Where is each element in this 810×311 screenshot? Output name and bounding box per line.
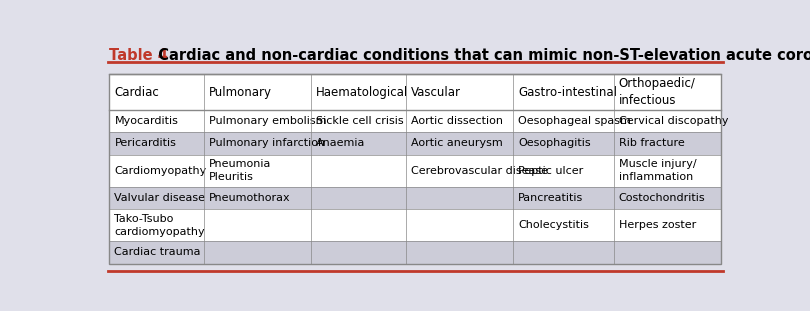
Text: Cervical discopathy: Cervical discopathy — [619, 116, 728, 126]
Bar — [311, 110, 406, 132]
Bar — [109, 209, 204, 241]
Bar — [614, 209, 721, 241]
Bar — [311, 132, 406, 155]
Bar — [406, 241, 513, 264]
Text: Rib fracture: Rib fracture — [619, 138, 684, 148]
Bar — [614, 110, 721, 132]
Bar — [109, 187, 204, 209]
Bar — [204, 187, 311, 209]
Text: Orthopaedic/
infectious: Orthopaedic/ infectious — [619, 77, 696, 107]
Text: Valvular disease: Valvular disease — [114, 193, 206, 203]
Bar — [204, 74, 311, 110]
Text: Pericarditis: Pericarditis — [114, 138, 177, 148]
Bar — [406, 110, 513, 132]
Bar — [406, 132, 513, 155]
Text: Anaemia: Anaemia — [316, 138, 365, 148]
Bar — [614, 155, 721, 187]
Bar — [614, 132, 721, 155]
Text: Muscle injury/
inflammation: Muscle injury/ inflammation — [619, 159, 697, 182]
Text: Costochondritis: Costochondritis — [619, 193, 706, 203]
Bar — [311, 74, 406, 110]
Bar — [311, 187, 406, 209]
Bar — [614, 187, 721, 209]
Text: Cholecystitis: Cholecystitis — [518, 220, 589, 230]
Bar — [406, 187, 513, 209]
Text: Table 4: Table 4 — [109, 48, 168, 63]
Bar — [311, 155, 406, 187]
Text: Herpes zoster: Herpes zoster — [619, 220, 696, 230]
Bar — [406, 74, 513, 110]
Bar — [513, 110, 614, 132]
Text: Cardiac: Cardiac — [114, 86, 160, 99]
Bar — [204, 209, 311, 241]
Text: Pulmonary infarction: Pulmonary infarction — [209, 138, 326, 148]
Bar — [406, 155, 513, 187]
Bar — [614, 241, 721, 264]
Bar — [406, 209, 513, 241]
Bar — [513, 155, 614, 187]
Bar — [513, 241, 614, 264]
Text: Pancreatitis: Pancreatitis — [518, 193, 583, 203]
Bar — [204, 155, 311, 187]
Bar — [311, 209, 406, 241]
Bar — [204, 110, 311, 132]
Text: Myocarditis: Myocarditis — [114, 116, 178, 126]
Text: Aortic aneurysm: Aortic aneurysm — [411, 138, 503, 148]
Text: Oesophagitis: Oesophagitis — [518, 138, 590, 148]
Bar — [109, 74, 204, 110]
Bar — [311, 241, 406, 264]
Bar — [614, 74, 721, 110]
Text: Pneumonia
Pleuritis: Pneumonia Pleuritis — [209, 159, 271, 182]
Text: Sickle cell crisis: Sickle cell crisis — [316, 116, 404, 126]
Bar — [109, 155, 204, 187]
Bar — [513, 209, 614, 241]
Bar — [109, 110, 204, 132]
Text: Aortic dissection: Aortic dissection — [411, 116, 503, 126]
Text: Pulmonary embolism: Pulmonary embolism — [209, 116, 326, 126]
Text: Tako-Tsubo
cardiomyopathy: Tako-Tsubo cardiomyopathy — [114, 214, 205, 237]
Text: Haematological: Haematological — [316, 86, 408, 99]
Text: Pneumothorax: Pneumothorax — [209, 193, 291, 203]
Bar — [204, 241, 311, 264]
Text: Cerebrovascular disease: Cerebrovascular disease — [411, 166, 548, 176]
Text: Oesophageal spasm: Oesophageal spasm — [518, 116, 631, 126]
Bar — [513, 74, 614, 110]
Bar — [109, 132, 204, 155]
Text: Cardiomyopathy: Cardiomyopathy — [114, 166, 207, 176]
Bar — [513, 132, 614, 155]
Text: Cardiac and non-cardiac conditions that can mimic non-ST-elevation acute coronar: Cardiac and non-cardiac conditions that … — [148, 48, 810, 63]
Bar — [109, 241, 204, 264]
Bar — [204, 132, 311, 155]
Bar — [109, 74, 721, 264]
Text: Pulmonary: Pulmonary — [209, 86, 272, 99]
Text: Vascular: Vascular — [411, 86, 461, 99]
Text: Gastro-intestinal: Gastro-intestinal — [518, 86, 617, 99]
Text: Peptic ulcer: Peptic ulcer — [518, 166, 583, 176]
Text: Cardiac trauma: Cardiac trauma — [114, 248, 201, 258]
Bar — [513, 187, 614, 209]
